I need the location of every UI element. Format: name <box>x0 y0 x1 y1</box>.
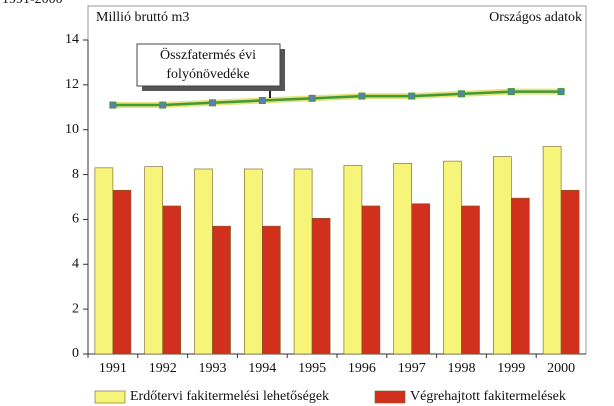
x-tick-label: 1993 <box>199 361 227 376</box>
point <box>159 101 167 109</box>
legend-label: Erdőtervi fakitermelési lehetőségek <box>130 389 329 404</box>
subtitle: Országos adatok <box>489 10 582 25</box>
point <box>458 90 465 98</box>
bar <box>510 197 530 355</box>
y-tick-label: 8 <box>72 167 79 182</box>
chart-title: 1991-2000 <box>2 0 63 7</box>
bar <box>162 205 181 355</box>
bar <box>194 168 213 355</box>
point <box>308 94 316 102</box>
point <box>209 99 216 107</box>
legend-swatch <box>94 390 126 404</box>
point <box>507 88 515 96</box>
bar <box>212 225 231 355</box>
x-tick-label: 1998 <box>448 361 476 376</box>
bar <box>244 168 263 355</box>
bar <box>393 163 413 355</box>
bar <box>144 166 163 355</box>
x-tick-label: 1995 <box>298 361 326 376</box>
y-axis-label: Millió bruttó m3 <box>96 10 189 25</box>
point <box>258 97 266 105</box>
bar <box>293 168 313 355</box>
point <box>557 88 565 96</box>
bar <box>461 205 480 355</box>
legend-label: Végrehajtott fakitermelések <box>410 389 566 404</box>
point <box>358 92 366 100</box>
x-tick-label: 1994 <box>248 361 276 376</box>
y-tick-label: 12 <box>65 77 79 92</box>
y-tick-label: 14 <box>65 32 79 47</box>
legend-swatch <box>374 390 406 404</box>
y-tick-label: 0 <box>72 346 79 361</box>
point <box>408 92 416 100</box>
y-tick-label: 10 <box>65 122 79 137</box>
annotation: folyónövedéke <box>166 67 249 82</box>
bar <box>542 146 562 355</box>
bar <box>361 205 381 355</box>
bar <box>411 203 431 355</box>
bar <box>492 156 512 355</box>
x-tick-label: 1991 <box>99 361 127 376</box>
bar <box>261 225 281 355</box>
line <box>112 90 562 107</box>
x-tick-label: 1997 <box>398 361 426 376</box>
bar <box>443 160 462 355</box>
y-tick-label: 2 <box>72 301 79 316</box>
x-tick-label: 2000 <box>547 361 575 376</box>
bar <box>343 165 363 355</box>
bar <box>94 167 114 355</box>
y-tick-label: 6 <box>72 212 79 227</box>
point <box>109 101 117 109</box>
x-tick-label: 1999 <box>497 361 525 376</box>
bar <box>560 189 580 355</box>
annotation: Összfatermés évi <box>160 46 256 63</box>
x-tick-label: 1996 <box>348 361 376 376</box>
bar <box>311 218 331 355</box>
callout-box <box>136 43 281 87</box>
bar <box>112 189 132 355</box>
x-tick-label: 1992 <box>149 361 177 376</box>
y-tick-label: 4 <box>72 257 79 272</box>
